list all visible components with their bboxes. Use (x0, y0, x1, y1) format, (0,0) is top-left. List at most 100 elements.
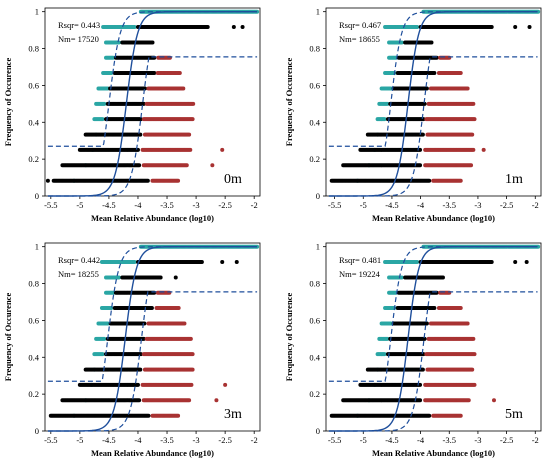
y-tick-label: 0 (316, 426, 320, 436)
point-below (187, 398, 192, 403)
point-below (472, 352, 477, 357)
y-tick-label: 0 (35, 426, 39, 436)
point-above (110, 290, 115, 295)
y-tick-label: 0.4 (309, 117, 320, 127)
x-tick-label: -5.5 (44, 435, 57, 445)
point-above (415, 259, 420, 264)
panel-depth-label: 1m (505, 172, 523, 187)
point-below (458, 178, 463, 183)
y-tick-label: 0.6 (28, 80, 39, 90)
x-tick-label: -5.5 (44, 200, 57, 210)
point-above (105, 321, 110, 326)
point-neutral (220, 259, 225, 264)
x-tick-label: -4.5 (102, 200, 115, 210)
y-tick-label: 0.8 (28, 279, 39, 289)
point-above (388, 321, 393, 326)
upper-ci-curve (328, 246, 538, 382)
point-neutral (527, 24, 532, 29)
panel-1m: -5.5 -5 -4.5 -4 -3.5 -3 -2.5 -2 0 0.2 0.4 0.6 0.8 1 Me… (284, 7, 542, 223)
point-below (188, 147, 193, 152)
point-neutral (146, 413, 151, 418)
point-neutral (427, 178, 432, 183)
panel-5m: -5.5 -5 -4.5 -4 -3.5 -3 -2.5 -2 0 0.2 0.4 0.6 0.8 1 Me… (284, 242, 542, 458)
point-below (491, 398, 496, 403)
point-below (471, 336, 476, 341)
point-below (458, 413, 463, 418)
y-tick-label: 0.4 (28, 352, 39, 362)
point-below (458, 306, 463, 311)
y-tick-label: 0.8 (309, 279, 320, 289)
point-neutral (173, 275, 178, 280)
upper-ci-curve (47, 11, 258, 147)
point-below (223, 382, 228, 387)
y-axis-title: Frequency of Occurence (284, 293, 294, 382)
rsqr-label: Rsqr= 0.443 (58, 20, 100, 30)
point-below (187, 132, 192, 137)
point-below (214, 398, 219, 403)
point-neutral (231, 24, 236, 29)
data-points (45, 9, 260, 183)
point-below (210, 163, 215, 168)
point-below (472, 382, 477, 387)
x-tick-label: -3 (474, 435, 481, 445)
point-above (399, 275, 404, 280)
point-above (385, 336, 390, 341)
point-neutral (418, 147, 423, 152)
x-tick-label: -5 (76, 435, 83, 445)
point-neutral (145, 178, 150, 183)
point-neutral (429, 40, 434, 45)
y-tick-label: 1 (35, 242, 39, 252)
point-below (182, 321, 187, 326)
x-tick-label: -3.5 (443, 200, 456, 210)
point-below (472, 117, 477, 122)
point-neutral (205, 24, 210, 29)
point-neutral (424, 321, 429, 326)
y-tick-label: 1 (316, 242, 320, 252)
x-tick-label: -2 (251, 435, 258, 445)
x-tick-label: -2.5 (500, 200, 513, 210)
plot-frame (44, 7, 261, 197)
x-tick-label: -4 (417, 200, 425, 210)
y-tick-label: 0 (316, 191, 320, 201)
point-below (176, 413, 181, 418)
point-neutral (424, 86, 429, 91)
y-tick-label: 1 (316, 7, 320, 17)
point-neutral (427, 413, 432, 418)
x-axis-title: Mean Relative Abundance (log10) (372, 448, 495, 458)
y-tick-label: 0.2 (28, 154, 39, 164)
point-neutral (135, 382, 140, 387)
x-tick-label: -4 (134, 200, 142, 210)
point-neutral (138, 117, 143, 122)
panel-depth-label: 0m (224, 172, 242, 187)
point-neutral (158, 275, 163, 280)
y-tick-label: 0.8 (309, 44, 320, 54)
x-tick-label: -5.5 (328, 200, 341, 210)
y-tick-label: 0.8 (28, 44, 39, 54)
point-above (399, 40, 404, 45)
point-below (471, 101, 476, 106)
point-above (536, 9, 541, 14)
y-axis-title: Frequency of Occurence (3, 293, 13, 382)
point-below (190, 117, 195, 122)
data-points (48, 244, 260, 418)
y-tick-label: 0.2 (309, 389, 320, 399)
x-tick-label: -3 (193, 200, 200, 210)
panel-depth-label: 3m (224, 407, 242, 422)
point-above (110, 55, 115, 60)
upper-ci-curve (328, 11, 538, 147)
point-neutral (141, 101, 146, 106)
point-below (470, 367, 475, 372)
y-tick-label: 0.4 (309, 352, 320, 362)
x-axis-title: Mean Relative Abundance (log10) (91, 448, 214, 458)
point-neutral (418, 398, 423, 403)
point-below (220, 147, 225, 152)
x-tick-label: -2.5 (500, 435, 513, 445)
point-neutral (418, 382, 423, 387)
y-tick-label: 0.4 (28, 117, 39, 127)
fit-curve (47, 245, 258, 432)
point-below (466, 398, 471, 403)
nm-label: Nm= 18655 (339, 34, 380, 44)
point-below (469, 163, 474, 168)
x-tick-label: -3 (474, 200, 481, 210)
